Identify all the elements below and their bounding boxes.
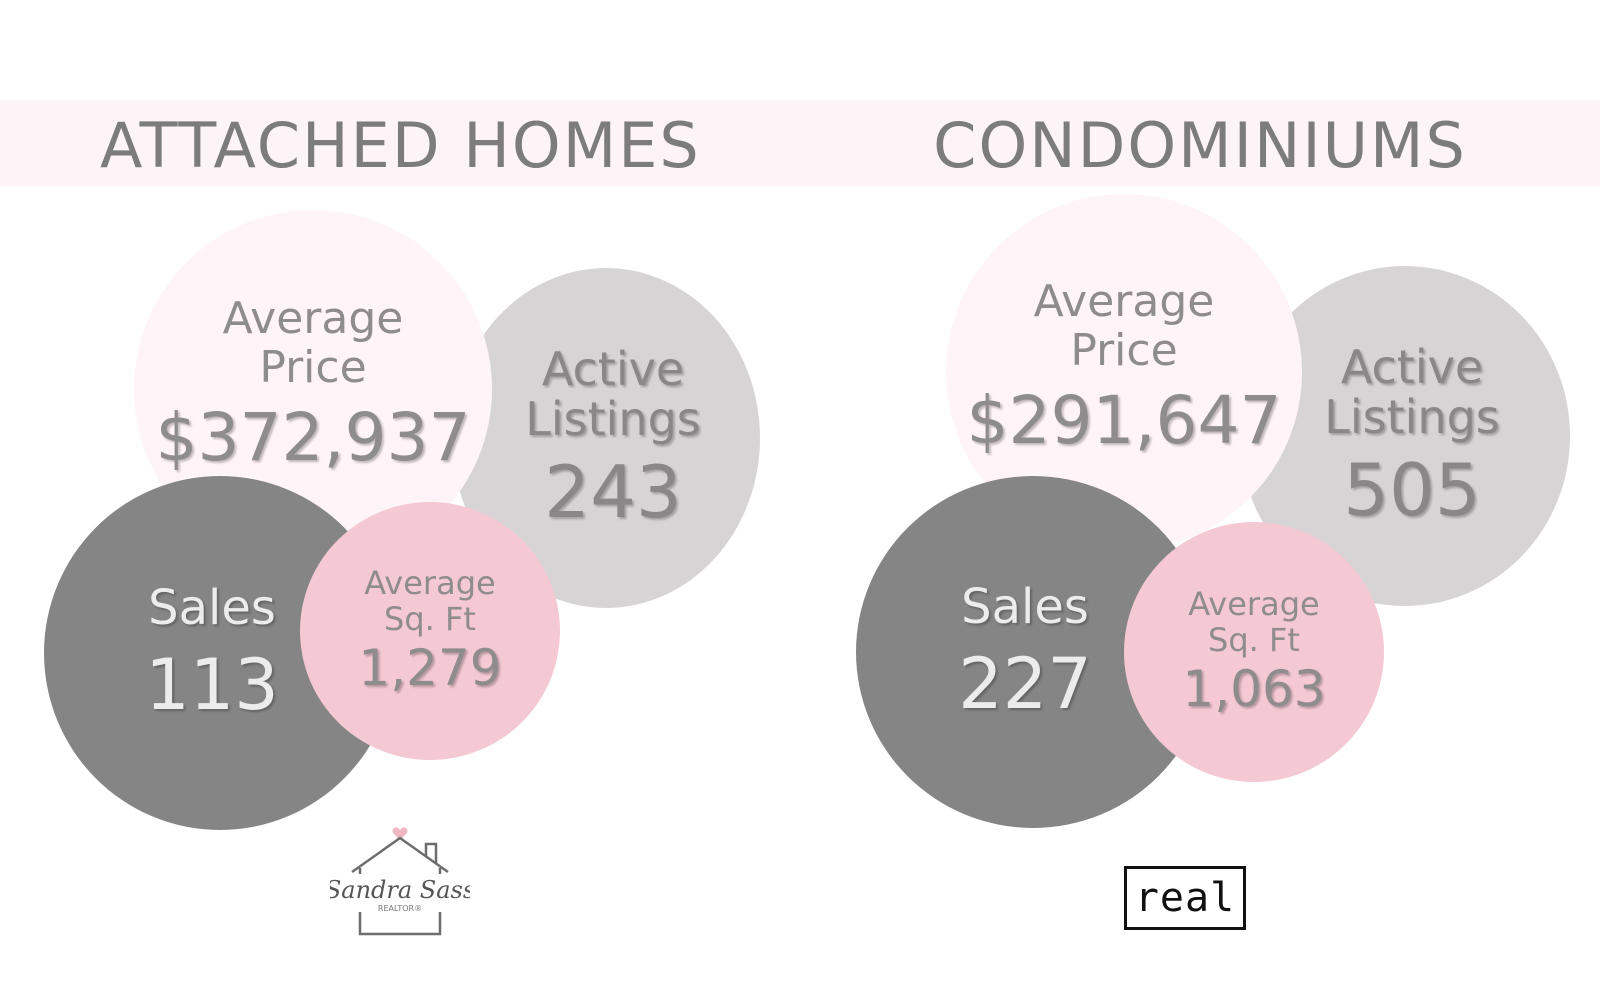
active-listings-value: 505 [1343,448,1481,532]
sqft-label-1: Average [364,564,496,603]
active-label-2: Listings [525,392,701,447]
sales-value: 113 [145,643,279,726]
average-sqft-value: 1,063 [1182,659,1326,718]
average-sqft-bubble-left: Average Sq. Ft 1,279 [300,502,560,760]
real-logo-text: real [1134,875,1236,921]
average-price-value: $372,937 [155,399,471,477]
attached-homes-title: ATTACHED HOMES [100,109,701,182]
active-label-1: Active [1340,339,1484,394]
real-logo: real [1124,866,1246,930]
sales-value: 227 [958,642,1092,725]
price-label-2: Price [1070,324,1178,376]
average-price-value: $291,647 [966,382,1282,460]
condominiums-title: CONDOMINIUMS [933,109,1467,182]
sqft-label-2: Sq. Ft [384,599,476,638]
sandra-name: Sandra Sass [330,876,470,904]
sandra-sub: REALTOR® [378,904,422,913]
sales-label: Sales [961,579,1089,636]
active-label-2: Listings [1324,390,1500,445]
price-label-2: Price [259,341,367,393]
title-band [0,100,1600,186]
active-label-1: Active [541,341,685,396]
house-heart-icon: Sandra Sass REALTOR® [325,827,475,936]
average-sqft-bubble-right: Average Sq. Ft 1,063 [1124,522,1384,782]
price-label-1: Average [222,293,404,345]
average-price-bubble-right: Average Price $291,647 [946,194,1302,550]
active-listings-bubble-left: Active Listings 243 [452,268,760,608]
average-sqft-value: 1,279 [358,638,502,697]
sales-label: Sales [148,580,276,637]
active-listings-value: 243 [544,450,682,534]
sandra-sass-logo: Sandra Sass REALTOR® [325,822,475,942]
sqft-label-1: Average [1188,585,1320,624]
sqft-label-2: Sq. Ft [1208,620,1300,659]
price-label-1: Average [1033,276,1215,328]
